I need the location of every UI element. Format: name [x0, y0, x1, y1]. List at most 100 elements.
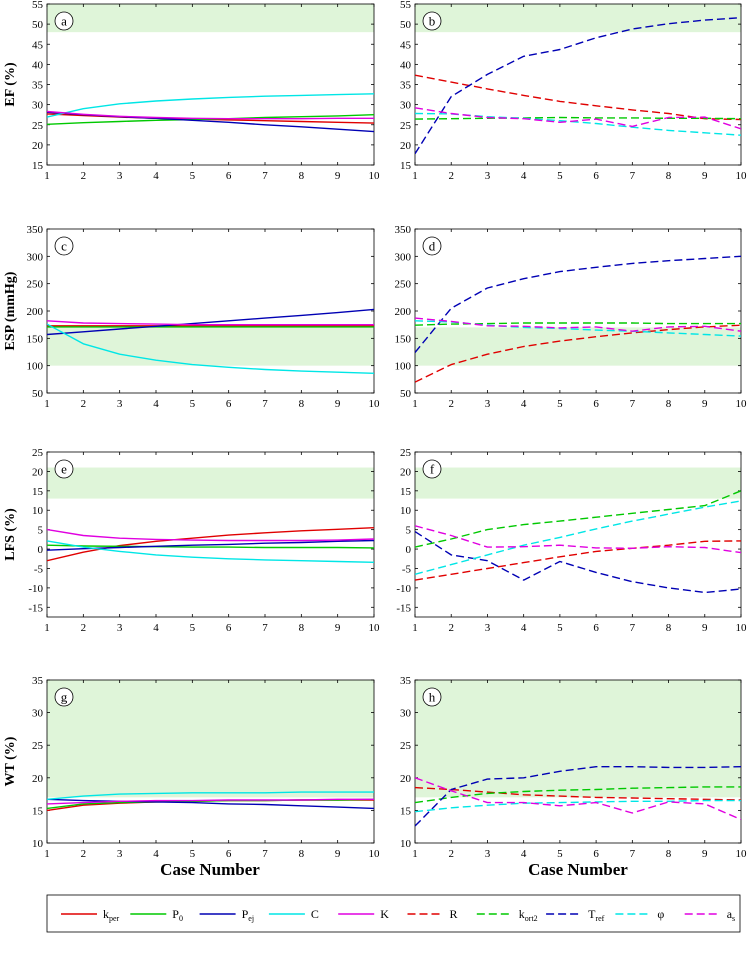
panel-letter: h	[429, 690, 436, 705]
normal-range-band	[415, 680, 741, 798]
x-tick-label: 3	[117, 170, 123, 182]
series-group	[47, 308, 374, 374]
x-tick-label: 5	[557, 398, 563, 410]
x-tick-label: 1	[412, 398, 418, 410]
x-tick-label: 8	[666, 398, 672, 410]
panel-badge	[422, 236, 442, 256]
legend-label-base: a	[727, 907, 733, 921]
x-tick-label: 10	[736, 848, 748, 860]
x-tick-label: 8	[666, 170, 672, 182]
y-tick-label: 10	[32, 838, 44, 850]
y-tick-label: 25	[32, 120, 44, 132]
y-tick-label: 15	[32, 805, 44, 817]
y-tick-label: 5	[38, 525, 44, 537]
x-tick-label: 10	[369, 848, 381, 860]
x-tick-label: 6	[226, 398, 232, 410]
y-tick-label: -5	[34, 563, 44, 575]
axes-frame	[414, 228, 742, 394]
series-line-k_ort2	[415, 116, 741, 120]
y-tick-label: 55	[400, 0, 412, 11]
series-line-k_ort2	[415, 786, 741, 804]
y-tick-label: 25	[32, 447, 44, 459]
panel-badge	[54, 459, 74, 479]
axes-frame	[46, 679, 375, 844]
y-tick-label: 250	[27, 279, 44, 291]
series-line-T_ref	[415, 255, 741, 353]
panel-d: 1 2 3 4 5 6 7 8 9 10 50 100 150 200 250 300 350 d	[395, 224, 748, 410]
legend-label-subscript: ort2	[525, 914, 538, 923]
x-tick-label: 8	[299, 398, 305, 410]
x-tick-label: 10	[369, 170, 381, 182]
legend-label: C	[311, 907, 319, 921]
series-line-P_ej	[47, 308, 374, 336]
x-tick-label: 4	[153, 622, 159, 634]
axes-frame	[414, 451, 742, 618]
series-line-a_s	[415, 107, 741, 130]
x-tick-label: 1	[44, 848, 50, 860]
x-tick-label: 7	[630, 170, 636, 182]
panel-c: 1 2 3 4 5 6 7 8 9 10 50 100 150 200 250 300 350 ESP (mmHg…	[3, 224, 380, 410]
x-tick-label: 3	[485, 398, 491, 410]
y-tick-label: -10	[396, 583, 411, 595]
series-line-a_s	[415, 525, 741, 554]
normal-range-band	[415, 327, 741, 366]
x-tick-label: 5	[190, 170, 196, 182]
x-axis-label-left: Case Number	[160, 860, 260, 879]
axes-frame	[414, 679, 742, 844]
legend-label: K	[380, 907, 389, 921]
x-tick-label: 1	[44, 622, 50, 634]
panel-badge	[54, 236, 74, 256]
series-line-a_s	[415, 777, 741, 821]
x-tick-label: 8	[299, 622, 305, 634]
y-tick-label: 20	[32, 773, 44, 785]
x-tick-label: 10	[369, 398, 381, 410]
x-tick-label: 4	[521, 622, 527, 634]
x-tick-label: 9	[702, 848, 708, 860]
legend-label-subscript: 0	[179, 914, 183, 923]
y-tick-label: 350	[27, 224, 44, 236]
x-tick-label: 3	[117, 398, 123, 410]
legend-label: kper	[103, 907, 120, 923]
x-tick-label: 7	[630, 398, 636, 410]
normal-range-band	[415, 467, 741, 499]
y-tick-label: 50	[400, 19, 412, 31]
x-tick-label: 3	[485, 622, 491, 634]
y-tick-label: 10	[400, 505, 412, 517]
panel-badge	[422, 459, 442, 479]
axes-frame	[46, 228, 375, 394]
panel-badge	[422, 687, 442, 707]
x-tick-label: 6	[593, 170, 599, 182]
y-tick-label: 5	[406, 525, 412, 537]
x-axis-label-right: Case Number	[528, 860, 628, 879]
y-tick-label: 15	[400, 486, 412, 498]
x-tick-label: 3	[117, 848, 123, 860]
y-axis-label: EF (%)	[3, 62, 18, 107]
x-tick-label: 8	[299, 170, 305, 182]
legend-label: R	[450, 907, 458, 921]
y-tick-label: 10	[400, 838, 412, 850]
series-line-R	[415, 786, 741, 801]
x-tick-label: 7	[262, 398, 268, 410]
series-line-T_ref	[415, 766, 741, 827]
y-tick-label: 300	[27, 251, 44, 263]
legend-label-base: R	[450, 907, 458, 921]
series-line-C	[47, 791, 374, 800]
y-tick-label: 100	[27, 361, 44, 373]
x-tick-label: 5	[190, 622, 196, 634]
x-tick-label: 2	[81, 622, 87, 634]
x-tick-label: 9	[702, 398, 708, 410]
y-tick-label: 150	[395, 333, 412, 345]
series-line-C	[47, 93, 374, 118]
x-tick-label: 9	[702, 622, 708, 634]
x-tick-label: 5	[557, 170, 563, 182]
y-tick-label: 15	[32, 486, 44, 498]
y-tick-label: 20	[32, 140, 44, 152]
legend-label-base: k	[103, 907, 109, 921]
legend-label-base: P	[242, 907, 249, 921]
normal-range-band	[47, 4, 374, 33]
y-axis-label: LFS (%)	[3, 508, 18, 561]
x-tick-label: 7	[630, 622, 636, 634]
y-tick-label: 30	[32, 100, 44, 112]
